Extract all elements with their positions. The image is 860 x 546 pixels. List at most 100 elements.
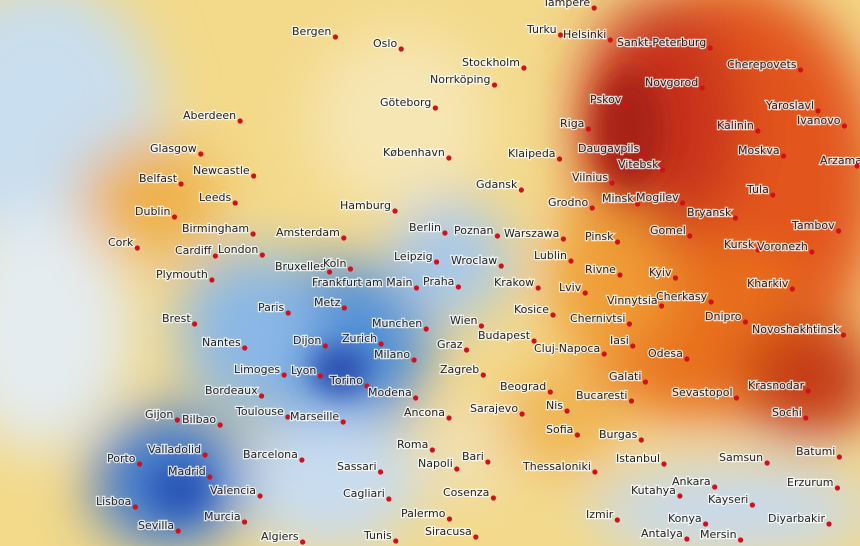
city-dot [557,32,564,38]
city-label: Krakow [494,276,534,289]
city-dot [749,502,755,508]
city-label: Minsk [602,192,634,205]
city-label: Graz [437,338,463,351]
city-label: Leipzig [394,250,433,263]
city-dot [628,398,635,404]
city-dot [755,128,761,134]
city-label: Gijon [145,408,173,421]
city-label: Aberdeen [183,109,236,122]
city-label: Frankfurt am Main [312,276,413,289]
city-dot [257,493,263,499]
city-dot [564,408,570,414]
city-dot [364,383,370,389]
city-label: Cluj-Napoca [534,342,600,355]
city-label: Voronezh [757,240,808,253]
city-dot [491,82,498,88]
city-label: Warszawa [504,227,559,240]
city-dot [854,163,860,169]
city-label: Vitebsk [618,158,659,171]
city-dot [609,180,615,186]
city-label: Tambov [791,219,835,232]
city-label: Kharkiv [747,277,789,290]
city-label: Konya [668,512,702,525]
city-label: Barcelona [243,448,298,461]
city-label: Wroclaw [451,254,497,267]
city-dot [550,312,556,318]
city-dot [638,437,644,443]
city-label: Sochi [772,406,802,419]
city-dot [423,326,429,332]
city-dot [463,347,470,353]
city-dot [574,432,580,438]
city-label: Beograd [500,380,546,393]
city-label: Torino [329,374,363,387]
city-label: Koln [323,257,346,270]
city-label: Ancona [404,406,445,419]
city-label: Thessaloniki [522,460,591,473]
city-dot [378,341,384,347]
city-label: Praha [423,275,454,288]
city-label: Hamburg [340,199,391,212]
city-dot [622,102,628,108]
city-label: Gomel [650,224,686,237]
city-dot [386,496,392,502]
city-dot [703,521,709,527]
city-dot [490,495,497,501]
city-label: Galati [609,370,641,383]
city-dot [840,332,847,338]
city-dot [841,123,848,129]
city-label: Bergen [292,25,331,38]
city-dot [341,305,347,311]
city-label: Dijon [293,334,321,347]
city-dot [640,151,646,157]
city-label: London [218,243,258,256]
city-label: Bryansk [687,206,732,219]
city-dot [174,417,180,423]
city-dot [322,343,328,349]
city-dot [285,310,291,316]
city-label: Norrköping [430,73,491,86]
city-label: Novgorod [645,76,698,89]
city-label: Algiers [261,530,299,543]
city-label: Roma [397,438,428,451]
city-label: Tampere [542,0,590,9]
city-dot [836,454,842,460]
city-label: Diyarbakir [768,512,825,525]
city-label: Nis [546,399,563,412]
city-label: Arzamas [820,154,860,167]
city-dot [241,519,248,525]
city-label: Klaipeda [508,147,556,160]
city-dot [661,461,667,467]
city-dot [684,536,690,542]
city-label: Daugavpils [578,142,640,155]
city-label: Siracusa [425,525,472,538]
city-label: Wien [450,314,477,327]
city-dot [659,303,665,309]
city-dot [707,45,713,51]
city-label: Kalinin [717,119,754,132]
city-dot [712,484,718,490]
city-label: Newcastle [193,164,250,177]
city-label: Madrid [168,465,206,478]
city-dot [446,155,452,161]
city-label: Krasnodar [748,379,805,392]
city-dot [547,389,553,395]
city-dot [560,236,567,242]
city-label: Istanbul [616,452,660,465]
city-dot [642,379,649,385]
city-label: Toulouse [235,405,284,418]
city-dot [242,345,248,351]
city-dot [672,275,679,281]
city-dot [732,215,739,221]
city-dot [136,461,143,467]
city-dot [815,108,821,114]
city-dot [209,277,215,283]
city-dot [237,118,243,124]
city-label: Kyiv [649,266,672,279]
city-dot [207,474,213,480]
city-dot [585,126,592,132]
city-label: Sofia [546,423,573,436]
city-dot [473,534,479,540]
city-dot [455,284,462,290]
